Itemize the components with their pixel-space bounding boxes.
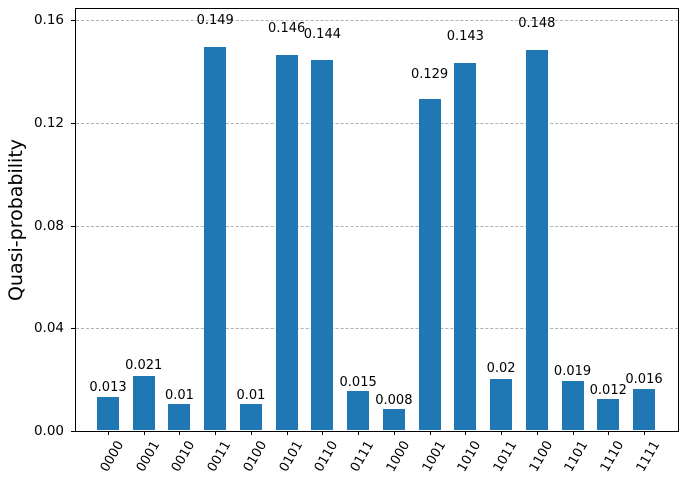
- x-tick-label: 0111: [347, 438, 378, 475]
- bar-value-label: 0.148: [518, 15, 556, 31]
- x-tick-mark: [429, 431, 431, 435]
- bar-value-label: 0.01: [164, 388, 194, 404]
- y-tick-label: 0.04: [33, 320, 64, 337]
- plot-area: 0.013 0000 0.021 0001 0.01 0010 0.149 0011 0.01 0…: [75, 8, 679, 475]
- bar-0110: [311, 60, 334, 430]
- x-tick-mark: [215, 431, 217, 435]
- bar-1110: [597, 399, 620, 430]
- bar-1101: [561, 381, 584, 430]
- bar-value-label: 0.008: [375, 393, 413, 409]
- bar-0100: [239, 404, 262, 430]
- bar-value-label: 0.129: [410, 67, 449, 83]
- x-tick-label: 0001: [133, 438, 163, 475]
- bar-0011: [204, 47, 227, 430]
- x-tick-label: 0010: [169, 438, 199, 475]
- x-tick-label: 1110: [597, 438, 628, 475]
- bar-value-label: 0.01: [236, 388, 266, 404]
- y-tick-mark: [71, 328, 75, 330]
- y-tick-label: 0.00: [33, 423, 64, 439]
- x-tick-label: 0100: [240, 438, 271, 475]
- y-tick-mark: [71, 225, 75, 227]
- y-tick-mark: [71, 122, 75, 124]
- y-tick-label: 0.16: [33, 12, 64, 29]
- x-tick-label: 1000: [383, 438, 413, 475]
- x-tick-label: 1100: [526, 438, 556, 475]
- x-tick-mark: [108, 431, 109, 435]
- x-tick-mark: [143, 431, 145, 435]
- x-tick-mark: [322, 431, 324, 435]
- x-tick-label: 1101: [562, 438, 592, 475]
- x-tick-mark: [358, 431, 360, 435]
- bar-value-label: 0.02: [486, 361, 516, 377]
- bar-value-label: 0.149: [196, 13, 234, 29]
- x-tick-label: 1111: [633, 438, 664, 475]
- bar-value-label: 0.146: [268, 21, 306, 37]
- bar-0010: [168, 404, 191, 430]
- bar-0101: [275, 55, 298, 430]
- x-tick-mark: [250, 431, 252, 435]
- x-tick-mark: [465, 431, 467, 435]
- bar-1011: [490, 378, 513, 430]
- bar-1111: [633, 388, 655, 430]
- bar-value-label: 0.015: [339, 374, 377, 390]
- x-tick-mark: [608, 431, 610, 435]
- bar-1010: [454, 62, 477, 430]
- bar-value-label: 0.021: [125, 358, 163, 374]
- x-tick-mark: [536, 431, 538, 435]
- h-gridline: [76, 328, 678, 330]
- y-tick-mark: [71, 431, 75, 432]
- bar-1000: [382, 409, 405, 430]
- x-tick-label: 0101: [276, 438, 306, 475]
- y-tick-label: 0.12: [33, 114, 64, 131]
- x-tick-mark: [572, 431, 574, 435]
- x-tick-mark: [501, 431, 503, 435]
- x-tick-label: 0011: [204, 438, 235, 475]
- x-tick-label: 1010: [454, 438, 485, 475]
- bar-value-label: 0.143: [446, 29, 484, 45]
- bar-1001: [418, 98, 441, 430]
- h-gridline: [76, 225, 678, 227]
- bar-1100: [525, 49, 548, 430]
- x-tick-label: 0000: [97, 438, 128, 475]
- y-tick-mark: [71, 20, 75, 22]
- bar-value-label: 0.016: [625, 371, 663, 387]
- bar-value-label: 0.144: [303, 26, 341, 42]
- bar-value-label: 0.013: [89, 379, 127, 395]
- bar-0111: [347, 391, 370, 430]
- bar-0001: [132, 376, 155, 430]
- x-tick-mark: [393, 431, 395, 435]
- x-tick-label: 0110: [311, 438, 342, 475]
- bar-0000: [97, 396, 119, 430]
- x-tick-mark: [179, 431, 181, 435]
- h-gridline: [76, 122, 678, 124]
- y-tick-label: 0.08: [33, 217, 64, 234]
- bar-value-label: 0.012: [589, 382, 627, 398]
- bar-value-label: 0.019: [553, 363, 592, 379]
- h-gridline: [76, 20, 678, 22]
- x-tick-label: 1011: [490, 438, 521, 475]
- x-tick-label: 1001: [419, 438, 449, 475]
- x-tick-mark: [286, 431, 288, 435]
- x-tick-mark: [644, 431, 645, 435]
